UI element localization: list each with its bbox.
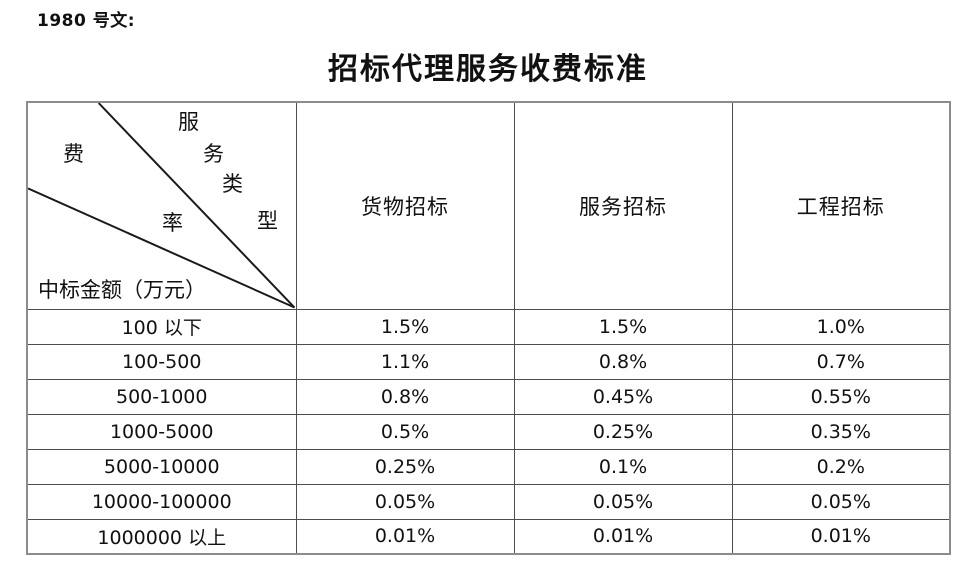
column-header-service-bidding: 服务招标 (513, 101, 733, 310)
table-row: 10000-100000 0.05% 0.05% 0.05% (26, 483, 951, 520)
table-row: 5000-10000 0.25% 0.1% 0.2% (26, 448, 951, 485)
corner-service-type-char-3: 类 (222, 172, 243, 196)
rate-cell: 0.7% (731, 343, 951, 380)
doc-number-label: 1980 号文: (37, 11, 136, 31)
table-row: 100-500 1.1% 0.8% 0.7% (26, 343, 951, 380)
amount-range-cell: 10000-100000 (26, 483, 297, 520)
corner-fee-rate-char-2: 率 (162, 211, 183, 235)
amount-range-cell: 100-500 (26, 343, 297, 380)
column-header-goods-bidding: 货物招标 (295, 101, 515, 310)
corner-service-type-char-2: 务 (203, 142, 224, 166)
rate-cell: 0.05% (731, 483, 951, 520)
rate-cell: 0.05% (513, 483, 733, 520)
rate-cell: 0.45% (513, 378, 733, 415)
table-row: 1000-5000 0.5% 0.25% 0.35% (26, 413, 951, 450)
rate-cell: 0.01% (513, 518, 733, 555)
amount-range-cell: 1000-5000 (26, 413, 297, 450)
diagonal-divider-lines (28, 103, 295, 308)
rate-cell: 1.1% (295, 343, 515, 380)
rate-cell: 0.01% (295, 518, 515, 555)
rate-cell: 0.35% (731, 413, 951, 450)
rate-cell: 1.5% (295, 308, 515, 345)
table-row: 500-1000 0.8% 0.45% 0.55% (26, 378, 951, 415)
rate-cell: 1.0% (731, 308, 951, 345)
table-row: 100 以下 1.5% 1.5% 1.0% (26, 308, 951, 345)
corner-fee-rate-char-1: 费 (63, 142, 84, 166)
rate-cell: 0.2% (731, 448, 951, 485)
amount-range-cell: 5000-10000 (26, 448, 297, 485)
table-corner-cell: 服 务 类 型 费 率 中标金额（万元） (26, 101, 297, 310)
rate-cell: 1.5% (513, 308, 733, 345)
rate-cell: 0.5% (295, 413, 515, 450)
amount-range-cell: 100 以下 (26, 308, 297, 345)
column-header-engineering-bidding: 工程招标 (731, 101, 951, 310)
page-title: 招标代理服务收费标准 (328, 53, 648, 86)
corner-amount-axis-label: 中标金额（万元） (38, 278, 206, 302)
corner-service-type-char-4: 型 (257, 209, 278, 233)
rate-cell: 0.8% (295, 378, 515, 415)
rate-cell: 0.55% (731, 378, 951, 415)
amount-range-cell: 1000000 以上 (26, 518, 297, 555)
rate-cell: 0.25% (295, 448, 515, 485)
table-row: 1000000 以上 0.01% 0.01% 0.01% (26, 518, 951, 555)
rate-cell: 0.25% (513, 413, 733, 450)
corner-service-type-char-1: 服 (178, 110, 199, 134)
fee-standard-table: 服 务 类 型 费 率 中标金额（万元） 货物招标 服务招标 工程招标 100 … (26, 101, 951, 555)
rate-cell: 0.05% (295, 483, 515, 520)
table-header-row: 服 务 类 型 费 率 中标金额（万元） 货物招标 服务招标 工程招标 (26, 101, 951, 310)
rate-cell: 0.1% (513, 448, 733, 485)
amount-range-cell: 500-1000 (26, 378, 297, 415)
rate-cell: 0.8% (513, 343, 733, 380)
rate-cell: 0.01% (731, 518, 951, 555)
